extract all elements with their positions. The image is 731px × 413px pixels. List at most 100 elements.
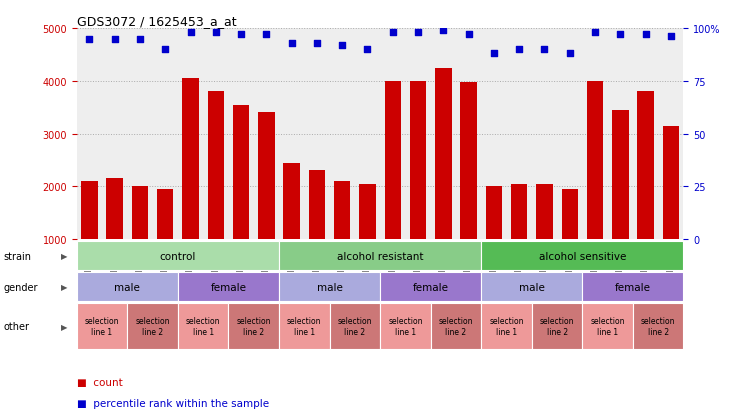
- Text: GSM183857: GSM183857: [489, 240, 499, 285]
- Bar: [633, 304, 683, 349]
- Text: selection
line 1: selection line 1: [186, 317, 221, 336]
- Text: GSM184121: GSM184121: [338, 240, 346, 285]
- Bar: [481, 304, 532, 349]
- Text: alcohol resistant: alcohol resistant: [337, 251, 423, 261]
- Bar: [485, 187, 502, 240]
- Text: GSM184120: GSM184120: [667, 240, 675, 285]
- Text: selection
line 1: selection line 1: [85, 317, 119, 336]
- Text: female: female: [413, 282, 449, 292]
- Point: [336, 43, 348, 49]
- Bar: [132, 187, 148, 240]
- Bar: [511, 184, 527, 240]
- Text: GSM183856: GSM183856: [211, 240, 220, 285]
- Text: selection
line 1: selection line 1: [287, 317, 322, 336]
- Bar: [481, 242, 683, 271]
- Bar: [308, 171, 325, 240]
- Text: GSM183993: GSM183993: [262, 240, 271, 286]
- Bar: [228, 304, 279, 349]
- Bar: [157, 190, 173, 240]
- Point: [159, 47, 171, 53]
- Bar: [330, 304, 380, 349]
- Bar: [435, 69, 452, 240]
- Bar: [385, 82, 401, 240]
- Text: strain: strain: [4, 251, 31, 261]
- Text: GSM183989: GSM183989: [414, 240, 423, 285]
- Text: selection
line 1: selection line 1: [388, 317, 423, 336]
- Bar: [380, 304, 431, 349]
- Text: GSM184122: GSM184122: [363, 240, 372, 285]
- Text: selection
line 2: selection line 2: [439, 317, 473, 336]
- Point: [311, 40, 323, 47]
- Bar: [279, 304, 330, 349]
- Bar: [81, 182, 98, 240]
- Point: [437, 28, 449, 34]
- Point: [185, 30, 197, 36]
- Text: selection
line 2: selection line 2: [539, 317, 575, 336]
- Text: male: male: [317, 282, 343, 292]
- Point: [109, 36, 121, 43]
- Point: [362, 47, 374, 53]
- Bar: [279, 242, 481, 271]
- Text: ■  percentile rank within the sample: ■ percentile rank within the sample: [77, 398, 269, 408]
- Bar: [77, 304, 127, 349]
- Point: [640, 32, 651, 38]
- Text: selection
line 2: selection line 2: [236, 317, 271, 336]
- Bar: [561, 190, 578, 240]
- Text: female: female: [615, 282, 651, 292]
- Text: control: control: [159, 251, 196, 261]
- Point: [564, 51, 575, 57]
- Text: ▶: ▶: [61, 322, 67, 331]
- Bar: [431, 304, 481, 349]
- Text: alcohol sensitive: alcohol sensitive: [539, 251, 626, 261]
- Text: GSM184124: GSM184124: [464, 240, 473, 285]
- Text: GSM183991: GSM183991: [161, 240, 170, 285]
- Point: [286, 40, 298, 47]
- Text: GSM183992: GSM183992: [237, 240, 246, 285]
- Point: [260, 32, 272, 38]
- Text: GSM183994: GSM183994: [540, 240, 549, 286]
- Text: ▶: ▶: [61, 282, 67, 292]
- Bar: [359, 184, 376, 240]
- Point: [513, 47, 525, 53]
- Text: other: other: [4, 321, 30, 331]
- Text: male: male: [114, 282, 140, 292]
- Bar: [107, 179, 123, 240]
- Text: GSM183858: GSM183858: [515, 240, 523, 285]
- Bar: [233, 105, 249, 240]
- Point: [134, 36, 145, 43]
- Point: [615, 32, 626, 38]
- Point: [387, 30, 398, 36]
- Text: GSM183887: GSM183887: [287, 240, 296, 285]
- Bar: [77, 242, 279, 271]
- Bar: [182, 79, 199, 240]
- Point: [488, 51, 500, 57]
- Text: gender: gender: [4, 282, 38, 292]
- Text: GSM183815: GSM183815: [85, 240, 94, 285]
- Bar: [279, 273, 380, 301]
- Text: GSM183875: GSM183875: [591, 240, 599, 285]
- Text: GSM184118: GSM184118: [565, 240, 575, 285]
- Bar: [127, 304, 178, 349]
- Bar: [380, 273, 481, 301]
- Text: selection
line 2: selection line 2: [135, 317, 170, 336]
- Bar: [284, 163, 300, 240]
- Bar: [258, 113, 275, 240]
- Point: [210, 30, 221, 36]
- Bar: [334, 182, 350, 240]
- Point: [665, 34, 677, 40]
- Text: selection
line 2: selection line 2: [338, 317, 372, 336]
- Bar: [583, 304, 633, 349]
- Point: [235, 32, 247, 38]
- Text: GSM184123: GSM184123: [439, 240, 448, 285]
- Point: [539, 47, 550, 53]
- Text: female: female: [211, 282, 246, 292]
- Point: [589, 30, 601, 36]
- Bar: [662, 126, 679, 240]
- Bar: [637, 92, 654, 240]
- Bar: [532, 304, 583, 349]
- Bar: [178, 304, 228, 349]
- Bar: [77, 273, 178, 301]
- Point: [412, 30, 424, 36]
- Bar: [587, 82, 603, 240]
- Point: [83, 36, 95, 43]
